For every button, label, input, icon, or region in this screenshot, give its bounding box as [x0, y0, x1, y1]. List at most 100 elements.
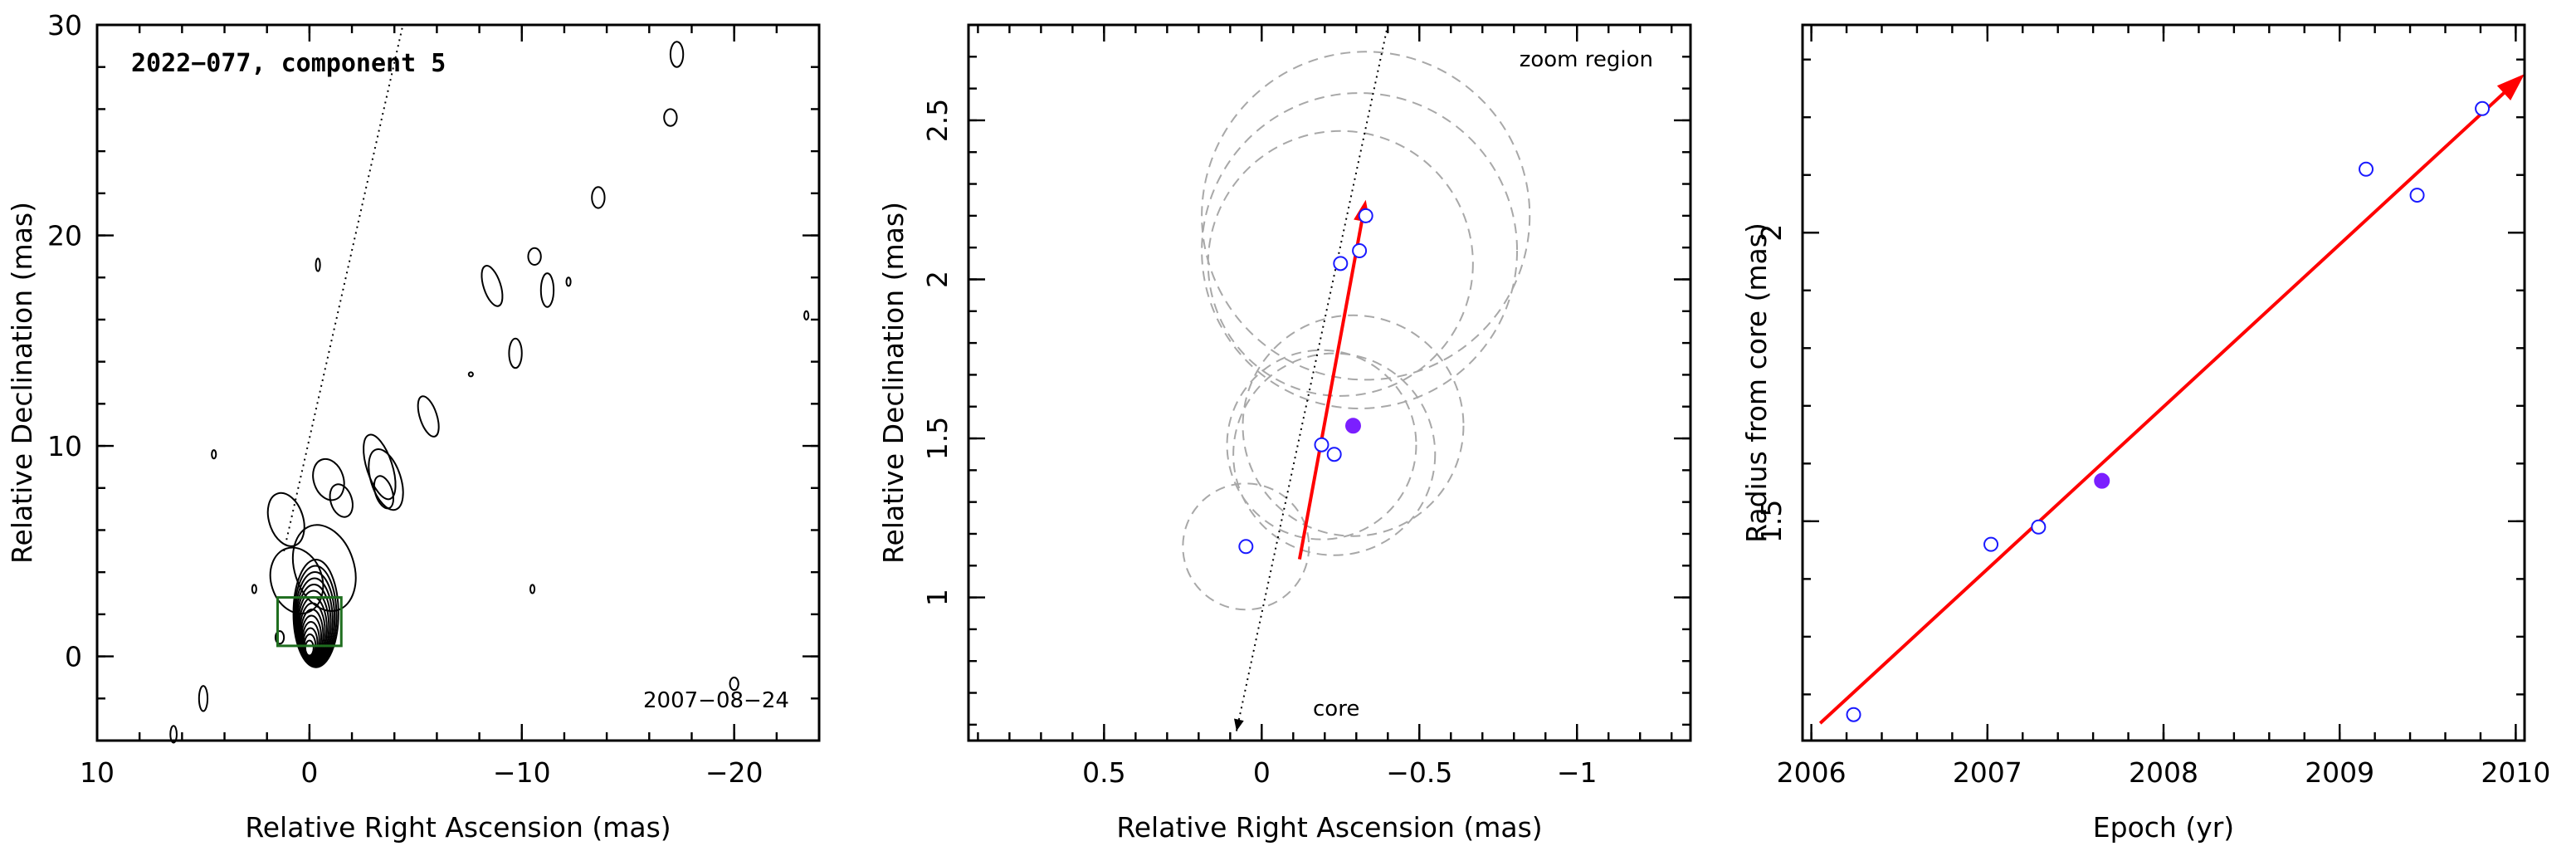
- y-tick-label: 1: [921, 589, 954, 606]
- data-point-filled: [1344, 418, 1361, 434]
- x-tick-label: −1: [1557, 756, 1598, 789]
- jet-contour: [169, 725, 178, 744]
- error-circle: [1232, 352, 1437, 556]
- data-point-open: [2031, 519, 2047, 535]
- jet-contour: [269, 546, 324, 615]
- error-circles: [1182, 51, 1531, 611]
- core-arrowhead: [1233, 718, 1244, 731]
- jet-contour: [467, 371, 474, 378]
- x-tick-label: 0.5: [1082, 756, 1125, 789]
- x-tick-label: −20: [705, 756, 764, 789]
- panel1-xlabel: Relative Right Ascension (mas): [245, 811, 671, 844]
- x-tick-label: 2009: [2305, 756, 2374, 789]
- jet-contour: [529, 584, 536, 594]
- core-contour: [295, 583, 332, 665]
- jet-contour: [481, 265, 504, 307]
- contour-map: [169, 41, 810, 744]
- error-circle: [1242, 314, 1465, 537]
- y-tick-label: 2: [1755, 224, 1788, 242]
- jet-contour: [274, 630, 285, 645]
- core-contour: [300, 614, 323, 660]
- data-point-open: [1846, 707, 1861, 722]
- jet-contour: [417, 395, 440, 438]
- panel-radius-epoch: 2006 2007 2008 2009 2010 1.5 2 Epoch (yr) Radi…: [1740, 23, 2550, 844]
- x-tick-label: −10: [493, 756, 551, 789]
- y-tick-label: 1.5: [921, 417, 954, 460]
- panel2-frame: [967, 23, 1692, 742]
- x-tick-label: −0.5: [1386, 756, 1452, 789]
- data-point-open: [1983, 536, 1999, 552]
- panel1-title: 2022−077, component 5: [131, 49, 446, 78]
- data-point-open: [1333, 256, 1349, 271]
- data-point-open: [2409, 188, 2425, 203]
- error-circle: [1201, 51, 1531, 381]
- jet-contour: [669, 41, 685, 68]
- panel3-points: [1846, 100, 2491, 722]
- y-tick-label: 0: [65, 641, 82, 673]
- jet-contour: [329, 483, 354, 518]
- panel3-ticks: 2006 2007 2008 2009 2010 1.5 2: [1755, 25, 2550, 789]
- x-tick-label: 2008: [2129, 756, 2198, 789]
- jet-contour: [312, 457, 345, 501]
- panel-contour-map: 10 0 −10 −20 0 10 20 30 2022−077, component 5 2…: [6, 9, 821, 844]
- error-circle: [1182, 482, 1310, 611]
- jet-contour: [251, 584, 257, 594]
- jet-contour: [539, 272, 555, 308]
- jet-contour: [373, 475, 395, 510]
- data-point-open: [1314, 437, 1329, 452]
- panel1-frame: [95, 23, 821, 742]
- data-point-open: [2475, 100, 2491, 116]
- x-tick-label: 2006: [1777, 756, 1847, 789]
- panel3-xlabel: Epoch (yr): [2093, 811, 2234, 844]
- core-contour: [300, 608, 324, 661]
- jet-contour: [291, 524, 357, 612]
- core-label: core: [1313, 697, 1359, 721]
- jet-contour: [803, 310, 810, 320]
- zoom-region-box: [276, 596, 343, 648]
- jet-contour: [527, 247, 542, 267]
- core-contour: [302, 627, 319, 658]
- panel2-points: [1238, 208, 1373, 555]
- fit-arrowhead: [2496, 74, 2525, 100]
- panel1-background: [97, 25, 819, 741]
- jet-contour: [368, 448, 404, 511]
- y-tick-label: 20: [47, 220, 82, 252]
- core-direction-line: [1235, 24, 1389, 731]
- jet-contour: [565, 276, 572, 287]
- core-contour: [295, 577, 334, 666]
- jet-contour: [663, 108, 678, 127]
- y-tick-label: 10: [47, 430, 82, 462]
- core-contour: [293, 565, 338, 668]
- y-tick-label: 2.5: [921, 99, 954, 142]
- data-point-open: [1358, 208, 1373, 223]
- core-contour: [294, 570, 336, 667]
- jet-contour: [266, 492, 305, 547]
- jet-contour: [729, 676, 739, 692]
- data-point-open: [1238, 539, 1254, 555]
- x-tick-label: 10: [80, 756, 115, 789]
- panel2-ylabel: Relative Declination (mas): [877, 202, 910, 564]
- jet-contour: [591, 186, 606, 209]
- panel3-ylabel: Radius from core (mas): [1740, 223, 1773, 543]
- jet-contour: [315, 257, 321, 272]
- error-circle: [1201, 92, 1519, 409]
- y-tick-label: 30: [47, 9, 82, 42]
- panel3-frame: [1801, 23, 2526, 742]
- data-point-filled: [2094, 472, 2110, 489]
- panel2-xlabel: Relative Right Ascension (mas): [1116, 811, 1542, 844]
- y-tick-label: 1.5: [1755, 500, 1788, 543]
- x-tick-label: 2010: [2481, 756, 2550, 789]
- data-point-open: [1326, 447, 1342, 462]
- y-tick-label: 2: [921, 271, 954, 288]
- panel2-ticks: 0.5 0 −0.5 −1 1 1.5 2 2.5: [921, 23, 1690, 789]
- core-contour: [297, 589, 330, 664]
- jet-contour: [211, 449, 217, 460]
- data-point-open: [2359, 161, 2374, 177]
- motion-arrow: [1297, 211, 1366, 560]
- panel1-ticks: 10 0 −10 −20 0 10 20 30: [47, 9, 821, 789]
- panel1-date-label: 2007−08−24: [643, 688, 789, 713]
- x-tick-label: 0: [1253, 756, 1271, 789]
- core-contour: [301, 620, 320, 659]
- core-contour: [292, 558, 339, 668]
